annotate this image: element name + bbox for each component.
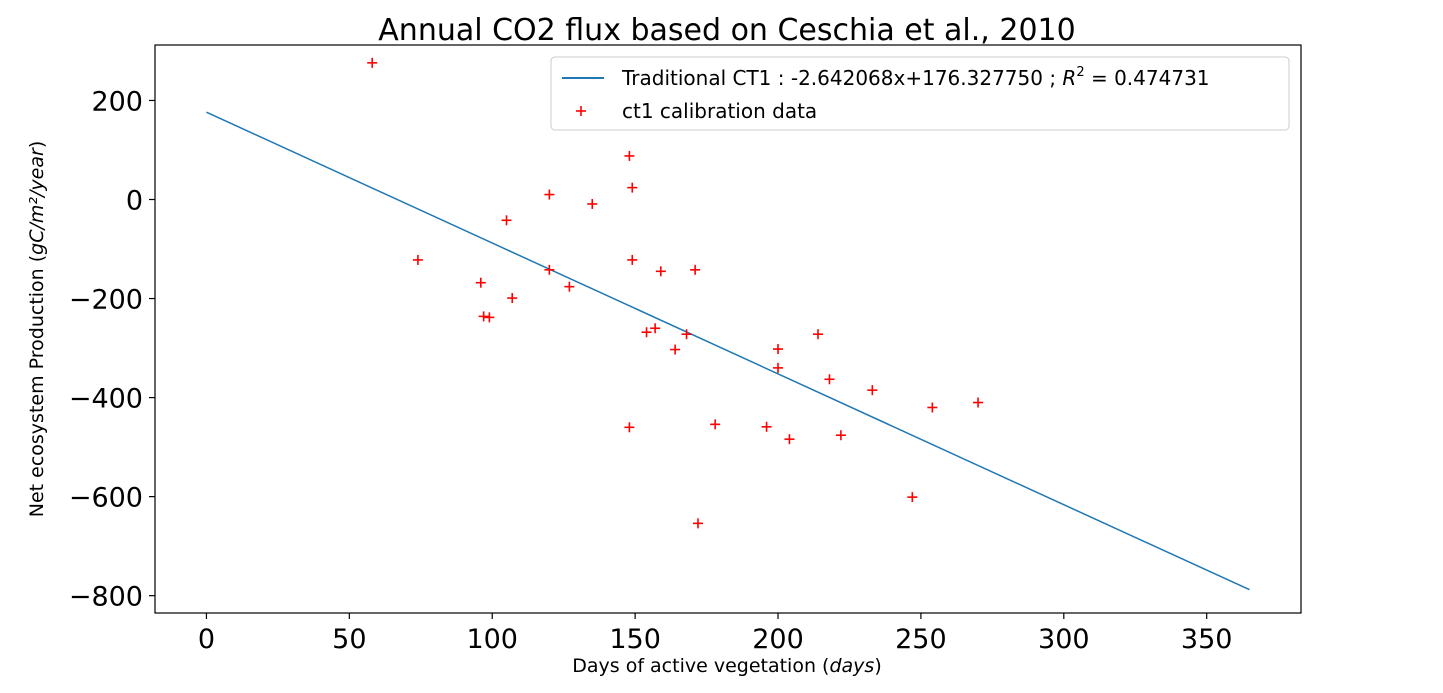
x-tick-label: 350 xyxy=(1181,624,1233,655)
data-point xyxy=(710,419,721,430)
x-tick-label: 50 xyxy=(332,624,366,655)
y-tick-label: −200 xyxy=(69,285,143,316)
data-point xyxy=(507,293,518,304)
regression-line xyxy=(206,111,1250,591)
data-point xyxy=(367,57,378,68)
data-point xyxy=(973,397,984,408)
data-point xyxy=(544,189,555,200)
data-point xyxy=(824,374,835,385)
y-tick-label: −600 xyxy=(69,483,143,514)
data-point xyxy=(773,362,784,373)
x-axis-label-unit: days xyxy=(829,655,874,677)
legend-box xyxy=(550,56,1290,131)
x-axis-label-text: Days of active vegetation xyxy=(572,655,816,677)
x-tick-label: 0 xyxy=(198,624,215,655)
data-point xyxy=(773,344,784,355)
data-point xyxy=(867,385,878,396)
data-point xyxy=(564,281,575,292)
legend-scatter-label: ct1 calibration data xyxy=(622,99,817,123)
data-point xyxy=(627,182,638,193)
data-point xyxy=(670,344,681,355)
data-point xyxy=(655,266,666,277)
data-point xyxy=(478,311,489,322)
y-tick-label: −800 xyxy=(69,582,143,613)
data-point xyxy=(627,254,638,265)
x-tick-label: 100 xyxy=(466,624,518,655)
data-point xyxy=(690,264,701,275)
y-tick-label: 200 xyxy=(91,86,143,117)
data-point xyxy=(475,277,486,288)
x-axis: 0 50 100 150 200 250 300 350 xyxy=(198,613,1233,655)
y-tick-label: −400 xyxy=(69,384,143,415)
x-axis-label: Days of active vegetation (days) xyxy=(572,655,882,677)
data-point xyxy=(907,492,918,503)
data-point xyxy=(761,421,772,432)
legend-line-label: Traditional CT1 : -2.642068x+176.327750 … xyxy=(621,65,1210,90)
data-point xyxy=(484,312,495,323)
data-point xyxy=(641,327,652,338)
series-layer xyxy=(206,57,1250,591)
data-point xyxy=(681,329,692,340)
x-tick-label: 250 xyxy=(895,624,947,655)
legend-r-value: = 0.474731 xyxy=(1085,66,1210,90)
legend: Traditional CT1 : -2.642068x+176.327750 … xyxy=(550,56,1290,131)
y-axis-label-text: Net ecosystem Production xyxy=(26,268,48,517)
y-axis-label-unit: gC/m²/year xyxy=(26,147,48,255)
data-point xyxy=(412,254,423,265)
legend-r-symbol: R xyxy=(1062,66,1076,90)
data-point xyxy=(544,264,555,275)
data-point xyxy=(624,422,635,433)
legend-scatter-swatch xyxy=(576,106,586,116)
x-tick-label: 300 xyxy=(1038,624,1090,655)
legend-r-superscript: 2 xyxy=(1076,65,1084,80)
x-tick-label: 150 xyxy=(609,624,661,655)
data-point xyxy=(813,329,824,340)
data-point xyxy=(692,518,703,529)
data-point xyxy=(927,402,938,413)
chart-title: Annual CO2 flux based on Ceschia et al.,… xyxy=(378,13,1075,48)
data-point xyxy=(650,323,661,334)
plot-area xyxy=(154,44,1302,614)
data-point xyxy=(784,434,795,445)
y-axis: 200 0 −200 −400 −600 −800 xyxy=(69,86,155,613)
y-tick-label: 0 xyxy=(126,186,143,217)
legend-line-label-main: Traditional CT1 : -2.642068x+176.327750 … xyxy=(621,66,1062,90)
y-axis-label: Net ecosystem Production (gC/m²/year) xyxy=(26,141,48,518)
data-point xyxy=(624,150,635,161)
data-point xyxy=(501,215,512,226)
data-point xyxy=(835,430,846,441)
x-tick-label: 200 xyxy=(752,624,804,655)
data-point xyxy=(587,198,598,209)
